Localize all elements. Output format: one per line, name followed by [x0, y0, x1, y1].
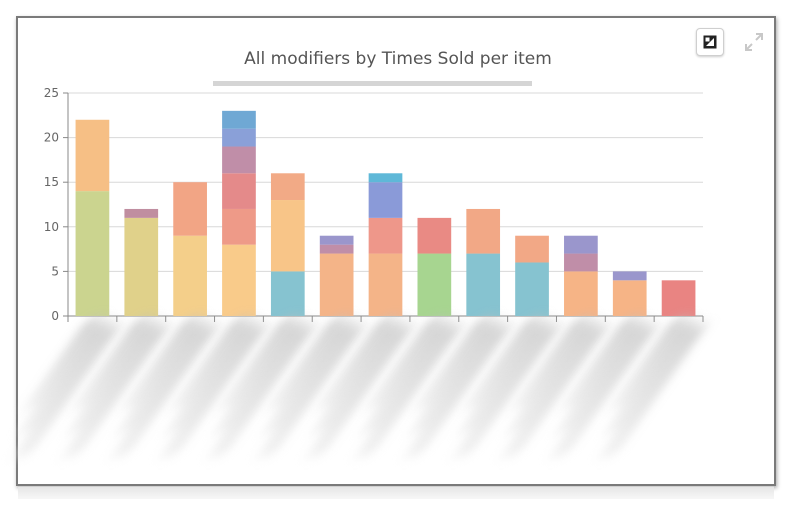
bar-stack[interactable]: [270, 173, 305, 316]
bar-segment[interactable]: [222, 208, 256, 245]
bar-stack[interactable]: [515, 235, 549, 316]
bar-segment[interactable]: [612, 271, 647, 281]
x-axis-labels-blurred: [14, 318, 710, 468]
bar-chart: All modifiers by Times Sold per item 0 5 1…: [44, 49, 704, 323]
bar-segment[interactable]: [173, 235, 207, 316]
bar-segment[interactable]: [368, 173, 403, 183]
title-scrollbar[interactable]: [213, 81, 532, 86]
bar-stack[interactable]: [222, 110, 256, 316]
expand-icon: [745, 33, 763, 51]
bar-segment[interactable]: [173, 182, 207, 236]
y-tick-label: 0: [51, 309, 59, 323]
bar-stack[interactable]: [319, 235, 354, 316]
bar-segment[interactable]: [75, 119, 110, 192]
bar-stack[interactable]: [417, 217, 452, 316]
bar-segment[interactable]: [368, 217, 403, 254]
bar-segment[interactable]: [466, 208, 501, 254]
export-image-button[interactable]: [696, 28, 724, 56]
bar-segment[interactable]: [417, 253, 452, 316]
bar-segment[interactable]: [564, 253, 598, 272]
bar-segment[interactable]: [222, 110, 256, 129]
bar-segment[interactable]: [319, 253, 354, 316]
bar-stack[interactable]: [661, 280, 696, 316]
bar-segment[interactable]: [319, 235, 354, 245]
bar-segment[interactable]: [270, 200, 305, 272]
panel-footer-bar: [18, 486, 774, 499]
bar-segment[interactable]: [368, 253, 403, 316]
bar-segment[interactable]: [466, 253, 501, 316]
bar-segment[interactable]: [515, 235, 549, 263]
bar-stack[interactable]: [612, 271, 647, 316]
bar-segment[interactable]: [612, 280, 647, 316]
bar-stack[interactable]: [368, 173, 403, 316]
bar-segment[interactable]: [124, 208, 159, 218]
bar-stack[interactable]: [124, 208, 159, 316]
bar-segment[interactable]: [564, 271, 598, 316]
y-tick-label: 20: [44, 131, 59, 145]
bar-segment[interactable]: [270, 271, 305, 316]
bar-stack[interactable]: [75, 119, 110, 316]
y-tick-label: 5: [51, 264, 59, 278]
expand-button[interactable]: [742, 30, 766, 54]
bar-segment[interactable]: [564, 235, 598, 254]
bar-segment[interactable]: [222, 146, 256, 174]
bar-segment[interactable]: [222, 173, 256, 209]
chart-title: All modifiers by Times Sold per item: [244, 49, 552, 69]
bar-stack[interactable]: [173, 182, 207, 316]
bar-segment[interactable]: [661, 280, 696, 316]
bar-segment[interactable]: [222, 128, 256, 147]
bar-segment[interactable]: [417, 217, 452, 254]
bar-stack[interactable]: [564, 235, 598, 316]
bar-segment[interactable]: [319, 244, 354, 254]
y-tick-label: 10: [44, 220, 59, 234]
bar-segment[interactable]: [222, 244, 256, 316]
bar-segment[interactable]: [124, 217, 159, 316]
image-export-icon: [703, 35, 717, 49]
bar-stack[interactable]: [466, 208, 501, 316]
bar-segment[interactable]: [75, 191, 110, 316]
bar-segment[interactable]: [270, 173, 305, 201]
bar-segment[interactable]: [368, 182, 403, 218]
bar-segment[interactable]: [515, 262, 549, 316]
y-tick-label: 15: [44, 175, 59, 189]
y-tick-label: 25: [44, 86, 59, 100]
